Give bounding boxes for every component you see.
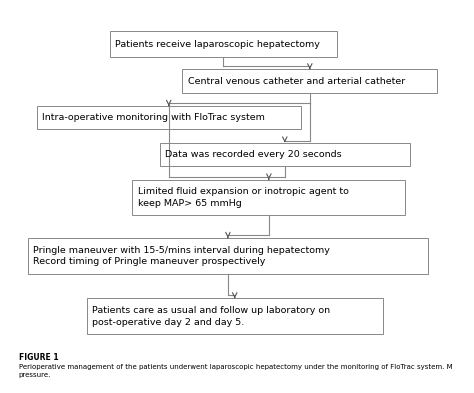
Text: Data was recorded every 20 seconds: Data was recorded every 20 seconds <box>165 150 342 159</box>
FancyBboxPatch shape <box>27 238 428 274</box>
FancyBboxPatch shape <box>160 143 410 166</box>
Text: Central venous catheter and arterial catheter: Central venous catheter and arterial cat… <box>188 77 405 86</box>
Text: Limited fluid expansion or inotropic agent to
keep MAP> 65 mmHg: Limited fluid expansion or inotropic age… <box>138 187 349 208</box>
Text: Pringle maneuver with 15-5/mins interval during hepatectomy
Record timing of Pri: Pringle maneuver with 15-5/mins interval… <box>33 246 330 266</box>
FancyBboxPatch shape <box>87 298 383 334</box>
Text: Perioperative management of the patients underwent laparoscopic hepatectomy unde: Perioperative management of the patients… <box>18 364 452 378</box>
FancyBboxPatch shape <box>109 31 337 57</box>
Text: FIGURE 1: FIGURE 1 <box>18 353 58 362</box>
FancyBboxPatch shape <box>182 69 437 93</box>
FancyBboxPatch shape <box>132 180 405 215</box>
Text: Intra-operative monitoring with FloTrac system: Intra-operative monitoring with FloTrac … <box>42 113 265 122</box>
Text: Patients receive laparoscopic hepatectomy: Patients receive laparoscopic hepatectom… <box>115 40 320 49</box>
Text: Patients care as usual and follow up laboratory on
post-operative day 2 and day : Patients care as usual and follow up lab… <box>92 306 330 327</box>
FancyBboxPatch shape <box>37 106 301 129</box>
